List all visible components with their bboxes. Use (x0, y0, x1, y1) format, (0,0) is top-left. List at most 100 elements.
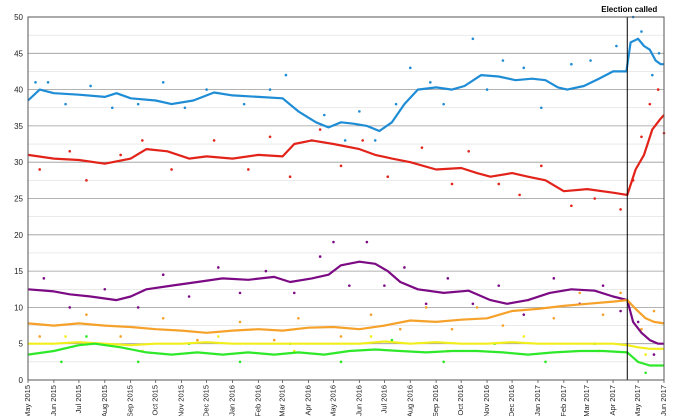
poll-dot (522, 66, 526, 70)
poll-dot (339, 360, 343, 364)
poll-dot (390, 338, 394, 342)
poll-dot (85, 313, 88, 316)
x-tick-label: May 2016 (328, 385, 337, 416)
poll-dot (619, 291, 622, 295)
y-tick-label: 45 (14, 49, 23, 58)
poll-dot (428, 81, 432, 84)
poll-dot (386, 175, 390, 179)
x-tick-label: Jul 2016 (379, 385, 388, 413)
poll-dot (110, 106, 114, 110)
poll-dot (64, 335, 67, 338)
poll-dot (398, 327, 402, 331)
poll-dot (318, 255, 322, 258)
x-tick-label: Feb 2017 (559, 385, 568, 416)
poll-dot (216, 266, 220, 269)
x-tick-label: Oct 2015 (151, 385, 160, 415)
poll-dots (34, 15, 666, 375)
x-tick-label: Nov 2016 (482, 385, 491, 416)
poll-dot (640, 30, 643, 33)
poll-dot (652, 353, 656, 356)
poll-dot (119, 153, 122, 157)
poll-dot (651, 73, 654, 77)
x-tick-label: Aug 2016 (405, 385, 414, 416)
y-tick-label: 30 (14, 158, 23, 167)
x-tick-label: Dec 2015 (202, 385, 211, 416)
poll-dot (424, 306, 428, 309)
election-called-label: Election called (601, 5, 657, 14)
series-line-2 (27, 260, 664, 345)
poll-dot (552, 277, 556, 280)
poll-dot (292, 349, 296, 353)
poll-dot (141, 139, 144, 142)
poll-dot (89, 84, 92, 88)
poll-dot (442, 360, 445, 364)
poll-dot (657, 52, 661, 55)
poll-dot (38, 168, 41, 171)
poll-dot (284, 73, 288, 77)
poll-dot (497, 182, 501, 186)
poll-dot (540, 164, 543, 168)
poll-dot (348, 284, 351, 287)
poll-dot (322, 113, 326, 117)
y-tick-label: 10 (14, 303, 23, 312)
poll-dot (288, 175, 292, 179)
x-tick-label: May 2017 (633, 385, 642, 416)
poll-dot (369, 335, 373, 338)
annotation: Election called (601, 5, 657, 380)
series-lines (27, 37, 665, 367)
poll-dot (196, 338, 199, 342)
poll-dot (471, 302, 475, 306)
poll-dot (332, 240, 335, 244)
y-tick-label: 35 (14, 122, 23, 131)
x-tick-label: May 2015 (23, 385, 32, 416)
poll-dot (60, 360, 63, 364)
poll-dot (615, 44, 618, 48)
poll-dot (216, 335, 220, 338)
poll-dot (450, 327, 454, 331)
poll-dot (136, 360, 140, 364)
poll-dot (644, 371, 647, 375)
x-tick-label: Sep 2015 (126, 385, 135, 416)
series-line-1 (27, 114, 665, 196)
x-tick-label: Mar 2017 (582, 385, 591, 416)
poll-dot (68, 306, 72, 309)
poll-dot (570, 204, 573, 208)
series-line-3 (27, 299, 665, 334)
poll-dot (601, 284, 605, 287)
poll-dot (136, 306, 140, 309)
poll-dot (183, 106, 187, 110)
poll-dot (570, 62, 573, 66)
x-tick-label: Mar 2016 (278, 385, 287, 416)
poll-dot (403, 266, 406, 269)
poll-dot (497, 284, 501, 287)
poll-dot (85, 179, 88, 182)
poll-dot (238, 360, 242, 364)
poll-dot (297, 316, 300, 320)
poll-dot (212, 139, 216, 142)
poll-dot (475, 306, 479, 309)
poll-dot (471, 37, 475, 41)
poll-dot (467, 150, 470, 153)
poll-dot (161, 273, 165, 277)
y-tick-label: 25 (14, 195, 23, 204)
y-tick-label: 5 (19, 340, 24, 349)
poll-dot (103, 287, 107, 291)
y-tick-label: 40 (14, 86, 23, 95)
x-tick-label: Jul 2015 (74, 385, 83, 413)
poll-dot (522, 313, 526, 316)
y-tick-label: 50 (14, 13, 23, 22)
poll-dot (589, 59, 592, 62)
poll-dot (242, 102, 246, 106)
poll-dot (522, 335, 526, 338)
poll-dot (636, 320, 640, 324)
poll-dot (343, 139, 347, 142)
poll-dot (268, 135, 272, 139)
poll-dot (518, 193, 521, 197)
poll-dot (601, 313, 605, 316)
x-tick-label: Feb 2016 (253, 385, 262, 416)
poll-dot (318, 128, 322, 131)
poll-dot (501, 324, 505, 327)
poll-dot (552, 316, 556, 320)
poll-dot (640, 327, 643, 331)
